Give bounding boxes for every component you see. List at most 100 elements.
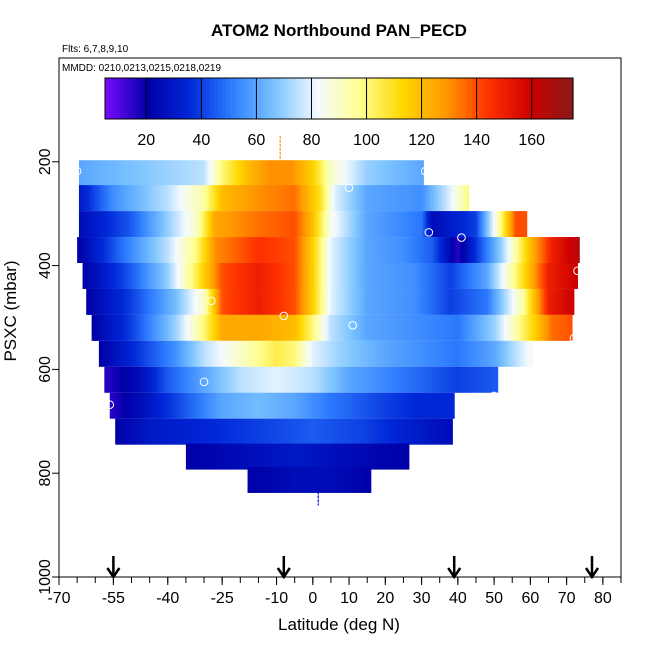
heatmap-cell	[311, 314, 315, 341]
heatmap-cell	[202, 263, 206, 289]
heatmap-cell	[395, 263, 398, 289]
heatmap-cell	[150, 263, 154, 289]
heatmap-cell	[116, 366, 119, 393]
heatmap-cell	[535, 263, 538, 289]
heatmap-cell	[454, 211, 458, 238]
heatmap-cell	[178, 211, 182, 238]
heatmap-cell	[389, 314, 393, 341]
heatmap-cell	[443, 366, 447, 393]
heatmap-cell	[109, 314, 113, 341]
heatmap-cell	[296, 340, 300, 367]
sample-point	[72, 263, 82, 273]
heatmap-cell	[357, 366, 361, 393]
heatmap-cell	[338, 211, 342, 238]
heatmap-cell	[247, 160, 250, 187]
heatmap-cell	[304, 366, 307, 393]
heatmap-cell	[466, 340, 469, 367]
heatmap-cell	[554, 314, 557, 341]
heatmap-cell	[389, 288, 393, 315]
heatmap-cell	[441, 237, 444, 264]
heatmap-cell	[230, 185, 234, 212]
heatmap-cell	[153, 160, 156, 187]
heatmap-cell	[442, 211, 446, 238]
heatmap-cell	[542, 314, 545, 341]
heatmap-cell	[128, 288, 131, 315]
heatmap-cell	[90, 288, 93, 315]
heatmap-cell	[316, 340, 320, 367]
heatmap-cell	[163, 418, 166, 445]
colorbar-swatch	[218, 78, 223, 119]
heatmap-cell	[126, 211, 130, 238]
heatmap-cell	[438, 340, 441, 367]
heatmap-cell	[573, 263, 576, 289]
heatmap-cell	[497, 288, 501, 315]
heatmap-cell	[340, 340, 343, 367]
heatmap-cell	[388, 211, 392, 238]
heatmap-cell	[395, 237, 398, 264]
heatmap-cell	[98, 263, 102, 289]
heatmap-cell	[489, 263, 492, 289]
heatmap-cell	[306, 211, 310, 238]
heatmap-cell	[549, 237, 552, 264]
heatmap-cell	[496, 211, 500, 238]
heatmap-cell	[318, 211, 322, 238]
heatmap-cell	[312, 366, 315, 393]
heatmap-cell	[120, 185, 124, 212]
heatmap-cell	[390, 392, 393, 419]
heatmap-cell	[425, 237, 428, 264]
heatmap-cell	[479, 288, 483, 315]
heatmap-cell	[146, 211, 150, 238]
heatmap-cell	[158, 288, 161, 315]
heatmap-cell	[444, 211, 448, 238]
heatmap-cell	[471, 314, 475, 341]
heatmap-cell	[382, 443, 386, 470]
heatmap-cell	[323, 314, 327, 341]
heatmap-cell	[177, 160, 180, 187]
heatmap-cell	[328, 185, 332, 212]
heatmap-cell	[286, 340, 290, 367]
heatmap-cell	[104, 185, 108, 212]
heatmap-cell	[193, 237, 196, 264]
heatmap-cell	[386, 392, 389, 419]
heatmap-cell	[362, 185, 366, 212]
heatmap-cell	[364, 443, 368, 470]
heatmap-cell	[263, 160, 266, 187]
heatmap-cell	[82, 185, 86, 212]
heatmap-cell	[304, 340, 308, 367]
plot-area	[72, 135, 600, 580]
heatmap-cell	[277, 237, 280, 264]
heatmap-cell	[235, 160, 238, 187]
heatmap-cell	[272, 418, 276, 445]
heatmap-cell	[304, 443, 307, 470]
heatmap-cell	[470, 211, 474, 238]
heatmap-cell	[346, 288, 349, 315]
heatmap-cell	[248, 340, 252, 367]
heatmap-cell	[274, 211, 278, 238]
heatmap-cell	[310, 211, 314, 238]
heatmap-cell	[463, 237, 466, 264]
heatmap-cell	[406, 443, 410, 470]
heatmap-cell	[239, 392, 243, 419]
heatmap-cell	[384, 211, 388, 238]
heatmap-cell	[446, 185, 450, 212]
heatmap-cell	[254, 340, 258, 367]
heatmap-cell	[478, 340, 481, 367]
heatmap-cell	[169, 418, 172, 445]
heatmap-cell	[423, 314, 427, 341]
heatmap-cell	[513, 263, 516, 289]
heatmap-cell	[157, 160, 160, 187]
heatmap-cell	[493, 237, 496, 264]
heatmap-cell	[269, 392, 273, 419]
heatmap-cell	[460, 211, 464, 238]
heatmap-cell	[436, 211, 440, 238]
heatmap-cell	[221, 314, 225, 341]
heatmap-cell	[328, 418, 332, 445]
heatmap-cell	[260, 443, 263, 470]
heatmap-cell	[292, 288, 295, 315]
heatmap-cell	[378, 418, 382, 445]
heatmap-cell	[366, 185, 370, 212]
heatmap-cell	[255, 237, 258, 264]
heatmap-cell	[575, 263, 578, 289]
heatmap-cell	[216, 418, 220, 445]
heatmap-cell	[364, 185, 368, 212]
